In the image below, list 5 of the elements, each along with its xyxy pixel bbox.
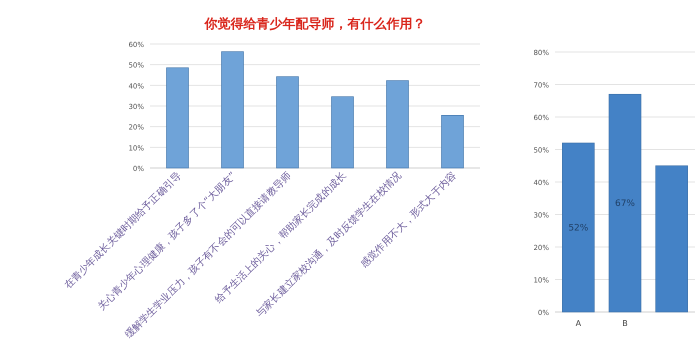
chart-title: 你觉得给青少年配导师，有什么作用？ — [204, 16, 426, 32]
data-label: 67% — [614, 199, 636, 210]
x-tick-label: B — [622, 319, 628, 328]
x-tick-label: A — [576, 319, 582, 328]
data-label: 52% — [568, 224, 589, 234]
